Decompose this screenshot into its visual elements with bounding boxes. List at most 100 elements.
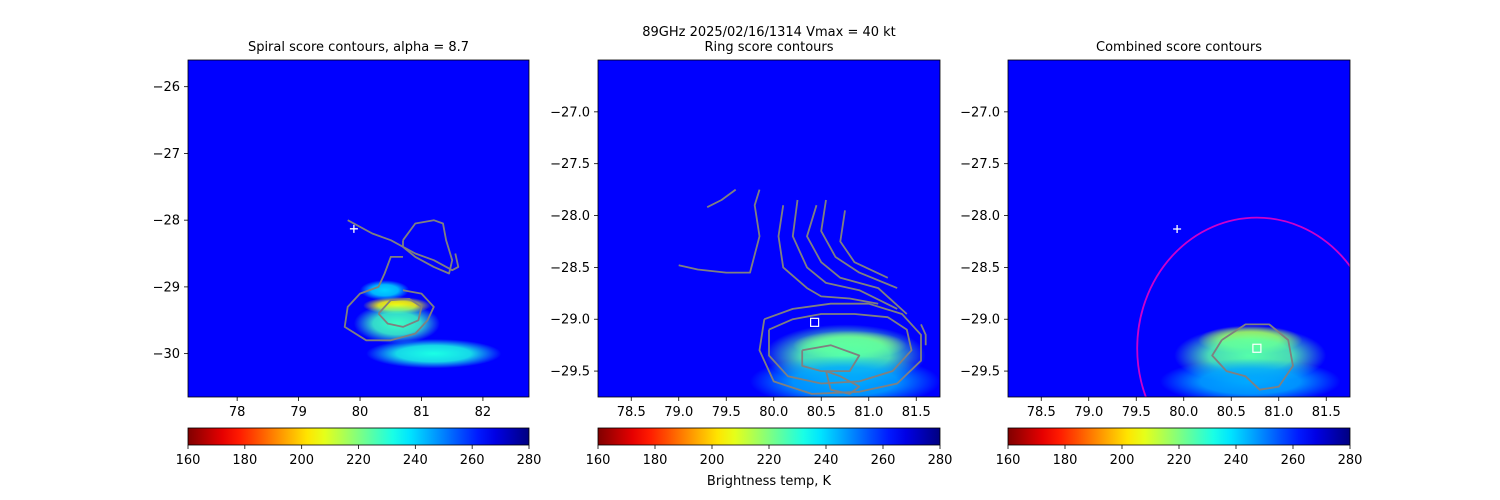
- panel-title: Ring score contours: [704, 40, 833, 55]
- colorbar-tick-label: 160: [996, 453, 1021, 468]
- x-tick-label: 81.5: [1312, 405, 1341, 420]
- colorbar-tick-label: 200: [700, 453, 725, 468]
- colorbar-tick-label: 160: [586, 453, 611, 468]
- axes-frame: [187, 59, 530, 398]
- figure-suptitle: 89GHz 2025/02/16/1314 Vmax = 40 kt: [642, 25, 896, 40]
- x-tick-label: 80: [352, 405, 369, 420]
- cold-cloud-feature: [360, 280, 410, 301]
- panel-title: Spiral score contours, alpha = 8.7: [248, 40, 469, 55]
- x-tick-label: 81.0: [1264, 405, 1293, 420]
- colorbar-tick-label: 240: [814, 453, 839, 468]
- first-guess-center-marker: [349, 224, 358, 233]
- y-tick-label: −27.0: [550, 105, 590, 120]
- y-tick-label: −28.0: [550, 209, 590, 224]
- spiral-score-panel: Spiral score contours, alpha = 8.7 78 79 8…: [153, 40, 542, 468]
- y-tick-label: −29.5: [960, 365, 1000, 380]
- colorbar: [1007, 427, 1351, 446]
- y-tick-label: −28: [153, 214, 180, 229]
- score-contour: [706, 188, 737, 209]
- cold-cloud-feature: [1160, 358, 1341, 397]
- y-tick-label: −30: [153, 347, 180, 362]
- colorbar-tick-label: 260: [1281, 453, 1306, 468]
- colorbar-tick-label: 180: [1053, 453, 1078, 468]
- score-contour: [801, 344, 861, 372]
- cold-cloud-feature: [366, 338, 502, 369]
- score-contour: [825, 370, 861, 395]
- x-tick-label: 79: [290, 405, 307, 420]
- estimated-center-marker: [809, 317, 820, 327]
- x-tick-label: 78.5: [1027, 405, 1056, 420]
- colorbar-tick-label: 240: [1224, 453, 1249, 468]
- cold-cloud-feature: [750, 355, 940, 397]
- colorbar-tick-label: 280: [517, 453, 542, 468]
- colorbar-tick-label: 220: [757, 453, 782, 468]
- y-tick-label: −29: [153, 280, 180, 295]
- colorbar: [597, 427, 941, 446]
- x-tick-label: 80.0: [1169, 405, 1198, 420]
- combined-score-panel: Combined score contours 78.5 79.0 79.5 80.0…: [960, 40, 1363, 468]
- x-tick-label: 80.5: [807, 405, 836, 420]
- panel-title: Combined score contours: [1096, 40, 1262, 55]
- ring-score-panel: Ring score contours 78.5 79.0 79.5 80.0 80.5…: [550, 40, 952, 468]
- x-tick-label: 79.0: [664, 405, 693, 420]
- colorbar-tick-label: 260: [460, 453, 485, 468]
- x-tick-label: 79.0: [1074, 405, 1103, 420]
- colorbar-tick-label: 180: [643, 453, 668, 468]
- score-contour: [343, 255, 435, 342]
- x-tick-label: 79.5: [1122, 405, 1151, 420]
- score-contour: [820, 199, 898, 289]
- score-contour: [768, 313, 913, 385]
- fitted-ring-circle: [1136, 216, 1350, 397]
- heatmap-plot-area: [598, 60, 940, 397]
- y-tick-label: −27.5: [550, 157, 590, 172]
- score-contour: [791, 199, 898, 310]
- score-contour: [678, 189, 761, 274]
- score-contour: [377, 298, 423, 328]
- colorbar-tick-label: 160: [176, 453, 201, 468]
- colorbar-tick-label: 280: [928, 453, 953, 468]
- y-tick-label: −29.0: [550, 313, 590, 328]
- score-contour: [806, 204, 908, 315]
- score-contour: [1211, 323, 1294, 391]
- colorbar: [187, 427, 530, 446]
- estimated-center-marker: [1252, 343, 1262, 353]
- score-contour: [920, 324, 927, 346]
- colorbar-tick-label: 200: [289, 453, 314, 468]
- y-tick-label: −29.5: [550, 365, 590, 380]
- heatmap-plot-area: [188, 60, 529, 397]
- x-tick-label: 79.5: [712, 405, 741, 420]
- colorbar-tick-label: 260: [871, 453, 896, 468]
- colorbar-tick-label: 240: [403, 453, 428, 468]
- axes-frame: [597, 59, 941, 398]
- y-tick-label: −29.0: [960, 313, 1000, 328]
- y-tick-label: −26: [153, 80, 180, 95]
- x-tick-label: 80.0: [759, 405, 788, 420]
- first-guess-center-marker: [1173, 225, 1182, 234]
- y-tick-label: −28.0: [960, 209, 1000, 224]
- y-tick-label: −28.5: [550, 261, 590, 276]
- score-contour: [777, 205, 879, 305]
- x-tick-label: 78.5: [617, 405, 646, 420]
- x-tick-label: 81.5: [902, 405, 931, 420]
- colorbar-tick-label: 180: [232, 453, 257, 468]
- x-tick-label: 78: [229, 405, 246, 420]
- score-contour: [758, 302, 922, 395]
- x-tick-label: 81.0: [854, 405, 883, 420]
- score-contour: [839, 210, 889, 279]
- y-tick-label: −27.5: [960, 157, 1000, 172]
- colorbar-tick-label: 280: [1338, 453, 1363, 468]
- x-tick-label: 80.5: [1217, 405, 1246, 420]
- cold-cloud-feature: [353, 303, 440, 344]
- y-tick-label: −27: [153, 147, 180, 162]
- x-tick-label: 82: [475, 405, 492, 420]
- y-tick-label: −28.5: [960, 261, 1000, 276]
- colorbar-tick-label: 200: [1110, 453, 1135, 468]
- heatmap-plot-area: [1008, 60, 1350, 397]
- colorbar-label: Brightness temp, K: [707, 474, 832, 489]
- colorbar-tick-label: 220: [346, 453, 371, 468]
- axes-frame: [1007, 59, 1351, 398]
- score-contour: [402, 219, 454, 275]
- colorbar-tick-label: 220: [1167, 453, 1192, 468]
- y-tick-label: −27.0: [960, 105, 1000, 120]
